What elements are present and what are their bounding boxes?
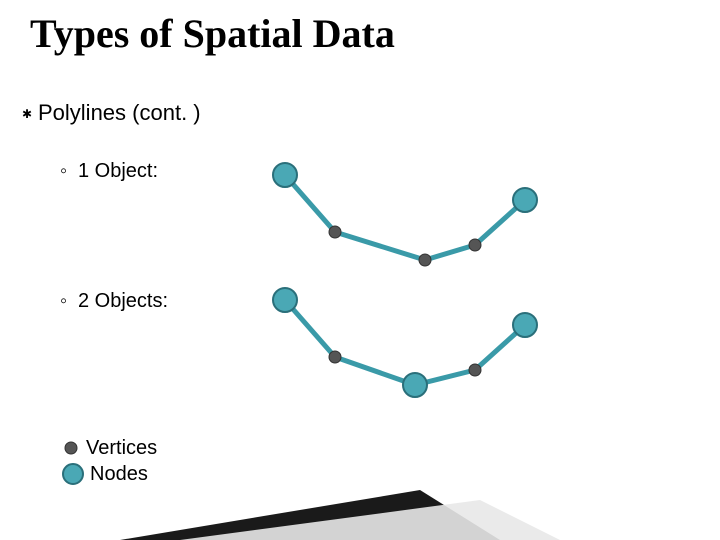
legend-label-nodes: Nodes xyxy=(90,463,148,486)
slide: Types of Spatial Data Polylines (cont. )… xyxy=(0,0,720,540)
node-marker xyxy=(513,313,537,337)
node-icon xyxy=(60,461,86,487)
node-marker xyxy=(273,288,297,312)
legend-row-nodes: Nodes xyxy=(60,461,157,487)
vertex-marker xyxy=(329,351,341,363)
vertex-marker xyxy=(469,364,481,376)
node-marker xyxy=(273,163,297,187)
diagram-1-object xyxy=(273,163,537,266)
slide-title: Types of Spatial Data xyxy=(30,10,395,57)
vertex-marker xyxy=(469,239,481,251)
legend-row-vertices: Vertices xyxy=(60,435,157,461)
legend-label-vertices: Vertices xyxy=(86,437,157,460)
bullet-polylines: Polylines (cont. ) xyxy=(38,100,201,126)
bullet-1-object: 1 Object: xyxy=(78,160,158,183)
node-marker xyxy=(513,188,537,212)
legend: Vertices Nodes xyxy=(60,435,157,487)
bullet-2-objects: 2 Objects: xyxy=(78,290,168,313)
vertex-icon xyxy=(60,437,82,459)
diagram-2-objects xyxy=(273,288,537,397)
vertex-marker xyxy=(419,254,431,266)
vertex-marker xyxy=(329,226,341,238)
node-marker xyxy=(403,373,427,397)
